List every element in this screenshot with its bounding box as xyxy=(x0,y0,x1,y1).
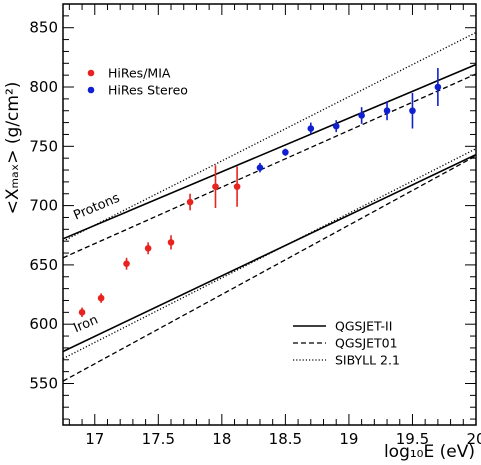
axes: 17 17.5 18 18.5 19 19.5 20 550 600 650 700 750 800 85… xyxy=(29,4,481,448)
line-annotations: Protons Iron xyxy=(71,191,122,337)
legend-marker-hires-mia xyxy=(87,69,95,77)
legend-model-label: QGSJET01 xyxy=(335,336,398,351)
x-tick-label: 19.5 xyxy=(396,430,429,448)
data-point-hires-mia xyxy=(97,294,105,302)
data-point-hires-mia xyxy=(186,198,194,206)
model-line-dotted-protons xyxy=(63,31,476,242)
y-tick-label: 600 xyxy=(29,315,58,333)
x-tick-label: 20 xyxy=(466,430,481,448)
data-point-hires-stereo xyxy=(256,164,264,171)
legend-label-hires-mia: HiRes/MIA xyxy=(108,66,171,81)
data-points xyxy=(78,68,442,318)
data-point-hires-stereo xyxy=(383,107,391,115)
x-tick-label: 17 xyxy=(85,430,104,448)
y-tick-label: 750 xyxy=(29,137,58,155)
legend-marker-hires-stereo xyxy=(87,86,95,94)
x-tick-label: 17.5 xyxy=(142,430,175,448)
y-tick-label: 850 xyxy=(29,19,58,37)
model-line-dashed-protons xyxy=(63,73,476,259)
x-tick-label: 19 xyxy=(339,430,358,448)
x-axis-title: log₁₀E (eV) xyxy=(384,442,475,462)
data-point-hires-mia xyxy=(167,239,175,246)
data-point-hires-stereo xyxy=(332,122,340,130)
y-axis-title: <Xₘₐₓ> (g/cm²) xyxy=(3,82,23,215)
y-tick-label: 700 xyxy=(29,197,58,215)
data-point-hires-stereo xyxy=(434,83,442,91)
y-tick-label: 550 xyxy=(29,374,58,392)
data-point-hires-mia xyxy=(123,260,130,268)
y-tick-label: 800 xyxy=(29,78,58,96)
legend-model-label: SIBYLL 2.1 xyxy=(335,353,400,368)
annotation-protons: Protons xyxy=(71,191,122,224)
data-point-hires-stereo xyxy=(307,125,315,132)
annotation-iron: Iron xyxy=(71,313,100,337)
data-point-hires-mia xyxy=(78,309,86,316)
model-line-solid-iron xyxy=(63,153,476,353)
data-point-hires-stereo xyxy=(409,107,416,115)
model-line-dotted-iron xyxy=(63,148,476,360)
model-line-solid-protons xyxy=(63,63,476,240)
x-tick-label: 18 xyxy=(212,430,231,448)
models-legend: QGSJET-II QGSJET01 SIBYLL 2.1 xyxy=(293,319,400,368)
data-point-hires-mia xyxy=(144,244,152,252)
x-tick-label: 18.5 xyxy=(269,430,302,448)
y-tick-label: 650 xyxy=(29,256,58,274)
data-point-hires-mia xyxy=(233,183,241,190)
points-legend: HiRes/MIA HiRes Stereo xyxy=(87,66,188,98)
model-lines xyxy=(63,31,476,382)
legend-label-hires-stereo: HiRes Stereo xyxy=(108,83,188,98)
model-line-dashed-iron xyxy=(63,155,476,382)
plot-frame xyxy=(62,3,477,426)
legend-model-label: QGSJET-II xyxy=(335,319,392,334)
data-point-hires-stereo xyxy=(358,112,365,119)
data-point-hires-stereo xyxy=(282,148,289,156)
data-point-hires-mia xyxy=(212,183,219,190)
